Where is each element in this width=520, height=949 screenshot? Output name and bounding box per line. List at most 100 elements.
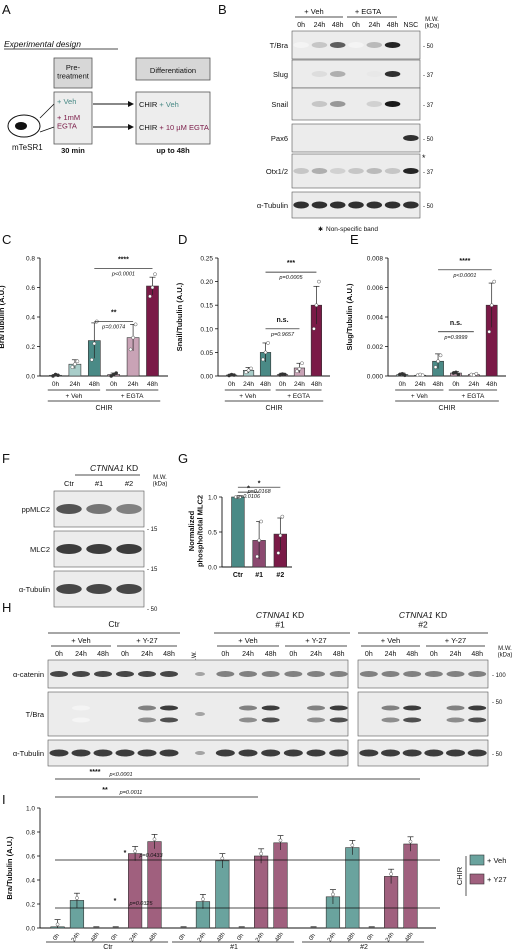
blot-band <box>311 42 328 48</box>
blot-band <box>94 671 112 677</box>
panel-letter-h: H <box>2 600 11 615</box>
y-tick-label: 0.004 <box>367 315 384 322</box>
lane-label: 48h <box>387 22 399 29</box>
lane-label: #1 <box>95 479 103 488</box>
mw-marker: - 100 <box>492 673 506 679</box>
data-point <box>278 838 283 843</box>
time-label: 0h <box>221 651 229 658</box>
x-tick-label: 24h <box>385 932 396 944</box>
group-label: + EGTA <box>121 393 144 400</box>
blot-band <box>239 705 257 711</box>
time-label: 24h <box>310 651 322 658</box>
time-label: 48h <box>406 651 418 658</box>
blot-band <box>116 504 142 514</box>
x-tick-label: 48h <box>274 932 285 944</box>
blot-band <box>329 101 346 107</box>
significance-stars: ** <box>111 309 117 316</box>
blot-band <box>329 705 348 711</box>
blot-band <box>348 168 364 174</box>
data-point <box>312 326 316 331</box>
y-tick-label: 0.0 <box>26 374 35 381</box>
data-point <box>487 329 491 334</box>
group-label: Ctr <box>103 944 113 949</box>
blot-band <box>56 504 82 514</box>
mw-marker: - 15 <box>147 527 158 533</box>
blot-band <box>261 705 280 711</box>
data-point <box>153 272 157 277</box>
blot-band <box>446 717 465 723</box>
x-tick-label: 48h <box>147 381 158 388</box>
legend-swatch-y27 <box>469 873 485 885</box>
p-value-label: p=0.0433 <box>138 853 163 859</box>
blot-label: T/Bra <box>270 41 289 50</box>
footnote-text: Non-specific band <box>326 226 378 233</box>
blot-band <box>293 201 309 209</box>
mw-marker: - 50 <box>492 752 503 758</box>
data-point <box>489 303 494 308</box>
x-tick-label: 0h <box>308 933 317 942</box>
data-point <box>389 872 393 876</box>
x-tick-label: 0h <box>367 933 376 942</box>
time-label: 0h <box>55 651 63 658</box>
group-label: #1 <box>230 944 238 949</box>
blot-band <box>56 584 82 594</box>
y-axis-label: Normalizedphospho/total MLC2 <box>187 495 204 567</box>
legend-label-y27: + Y27 <box>487 875 507 884</box>
data-point <box>73 362 77 367</box>
blot-label: α-Tubulin <box>13 749 44 758</box>
blot-band <box>283 749 303 757</box>
blot-band <box>446 749 465 757</box>
blot-band <box>403 671 422 677</box>
significance-stars: **** <box>90 769 101 776</box>
bar <box>146 285 159 377</box>
y-tick-label: 0.8 <box>26 256 35 263</box>
p-value-label: p<0.0001 <box>452 273 476 279</box>
time-label: 48h <box>97 651 109 658</box>
y-tick-label: 0.10 <box>200 326 213 333</box>
blot-band <box>446 671 465 677</box>
data-point <box>259 519 263 524</box>
p-value-label: p=0.0325 <box>128 901 153 907</box>
group-label: + Veh <box>66 393 83 400</box>
group-label: + EGTA <box>462 393 485 400</box>
data-point <box>131 335 135 340</box>
group-veh-label: + Veh <box>304 7 323 16</box>
differentiation-conditions-box <box>135 91 211 145</box>
y-tick-label: 0.5 <box>208 530 217 537</box>
mw-marker: - 50 <box>423 44 434 50</box>
x-tick-label: 48h <box>260 381 271 388</box>
mw-marker: - 37 <box>423 170 434 176</box>
connector-egta <box>39 126 55 133</box>
y-tick-label: 0.25 <box>200 256 213 263</box>
x-tick-label: 24h <box>129 932 140 944</box>
blot-band <box>348 42 364 48</box>
blot-band <box>195 751 205 755</box>
significance-stars: * <box>258 481 261 488</box>
data-point <box>201 897 205 902</box>
diff-egta-label: CHIR + 10 µM EGTA <box>139 123 209 132</box>
blot-band <box>215 749 235 757</box>
x-tick-label: 0h <box>399 381 407 388</box>
data-point <box>114 371 118 375</box>
blot-band <box>306 749 326 757</box>
blot-band <box>348 201 364 209</box>
significance-stars: n.s. <box>276 317 288 324</box>
blot-membrane <box>291 87 421 121</box>
blot-band <box>403 201 419 209</box>
data-point <box>314 303 319 308</box>
lane-label: NSC <box>403 22 418 29</box>
blot-band <box>307 705 325 711</box>
blot-band <box>239 717 257 723</box>
data-point <box>75 359 80 364</box>
blot-band <box>381 749 400 757</box>
blot-label: Pax6 <box>271 134 288 143</box>
treatment-label: + Y-27 <box>136 636 157 645</box>
significance-stars: * <box>247 486 250 493</box>
x-axis-label: CHIR <box>438 405 455 412</box>
data-point <box>128 347 133 352</box>
blot-label: ppMLC2 <box>22 505 50 514</box>
data-point <box>474 371 479 376</box>
p-value-label: p=0.0106 <box>236 494 261 500</box>
blot-band <box>137 749 157 757</box>
panel-b: + Veh + EGTA 0h 24h 48h 0h 24h 48h NSC M.W. (kDa) T… <box>257 7 439 233</box>
